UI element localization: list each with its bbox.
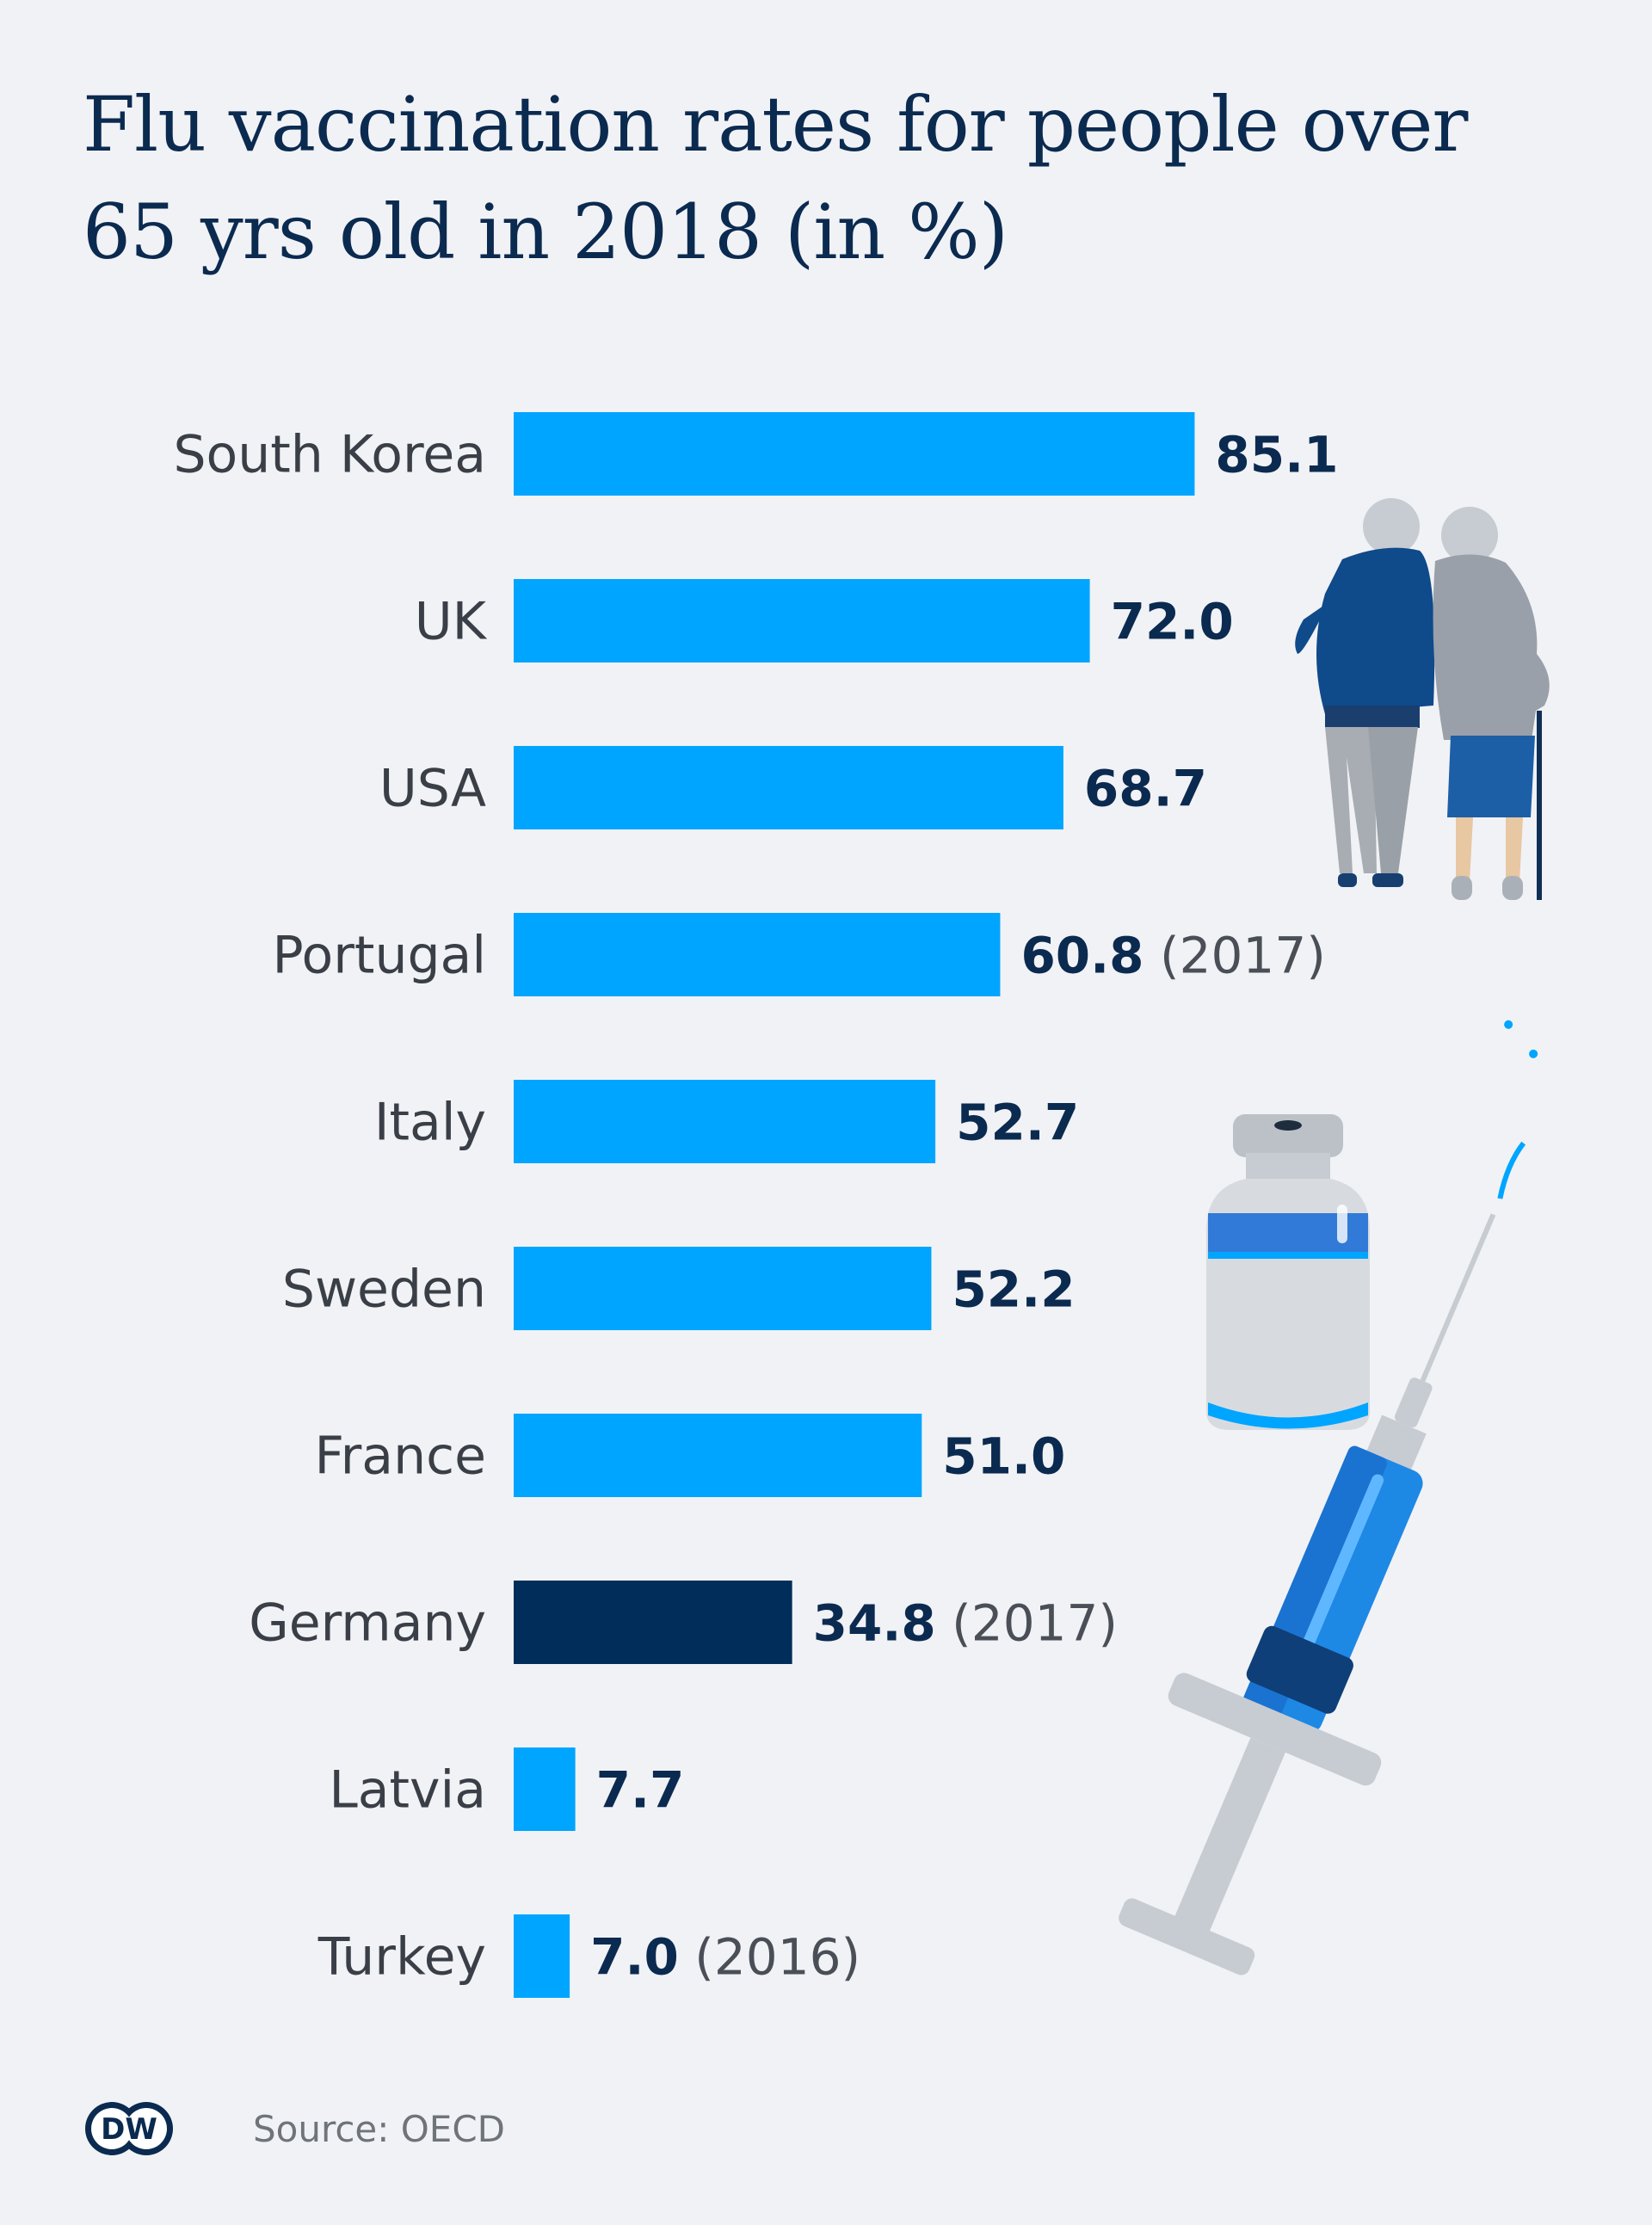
- bars: South Korea 85.1 UK 72.0 USA 68.7 Portugal 60.8…: [173, 412, 1339, 1998]
- value-label: 7.7: [596, 1761, 685, 1820]
- value-note: (2017): [1144, 927, 1326, 985]
- bar-italy: [514, 1080, 936, 1163]
- illustrations: [1119, 498, 1550, 1975]
- dw-logo-text: DW: [101, 2112, 157, 2147]
- category-label: Latvia: [329, 1760, 486, 1821]
- category-label: France: [314, 1427, 486, 1487]
- category-label: Italy: [374, 1093, 486, 1153]
- bar-latvia: [514, 1747, 576, 1831]
- bar-usa: [514, 746, 1063, 829]
- category-label: Portugal: [273, 926, 487, 986]
- category-label: USA: [379, 759, 486, 819]
- vaccine-vial-illustration: [1206, 1114, 1370, 1430]
- value-label: 60.8 (2017): [1020, 927, 1325, 985]
- value-label: 34.8 (2017): [813, 1594, 1118, 1653]
- source-note: Source: OECD: [253, 2107, 506, 2150]
- value-label: 72.0: [1111, 593, 1234, 651]
- bar-uk: [514, 579, 1090, 663]
- category-label: South Korea: [173, 425, 486, 485]
- category-label: Sweden: [282, 1260, 486, 1320]
- chart-title: Flu vaccination rates for people over 65…: [83, 80, 1468, 276]
- value-label: 68.7: [1084, 760, 1207, 818]
- bar-south-korea: [514, 412, 1195, 496]
- category-label: Turkey: [317, 1927, 486, 1988]
- category-label: Germany: [249, 1593, 486, 1654]
- value-label: 52.7: [956, 1094, 1079, 1152]
- bar-france: [514, 1414, 922, 1497]
- category-label: UK: [415, 592, 488, 652]
- bar-chart: South Korea 85.1 UK 72.0 USA 68.7 Portugal 60.8…: [173, 412, 1550, 1998]
- elderly-couple-illustration: [1295, 498, 1550, 900]
- value-label: 51.0: [942, 1427, 1065, 1486]
- dw-logo: DW: [85, 2102, 173, 2155]
- bar-germany: [514, 1581, 792, 1664]
- syringe-illustration: [1119, 1020, 1538, 1975]
- value-note: (2017): [936, 1594, 1118, 1653]
- value-label: 52.2: [952, 1260, 1075, 1319]
- bar-sweden: [514, 1247, 932, 1330]
- value-note: (2016): [679, 1928, 860, 1987]
- value-label: 7.0 (2016): [590, 1928, 860, 1987]
- bar-portugal: [514, 913, 1001, 996]
- value-label: 85.1: [1215, 426, 1338, 484]
- footer: DW Source: OECD: [83, 2099, 505, 2158]
- bar-turkey: [514, 1914, 570, 1998]
